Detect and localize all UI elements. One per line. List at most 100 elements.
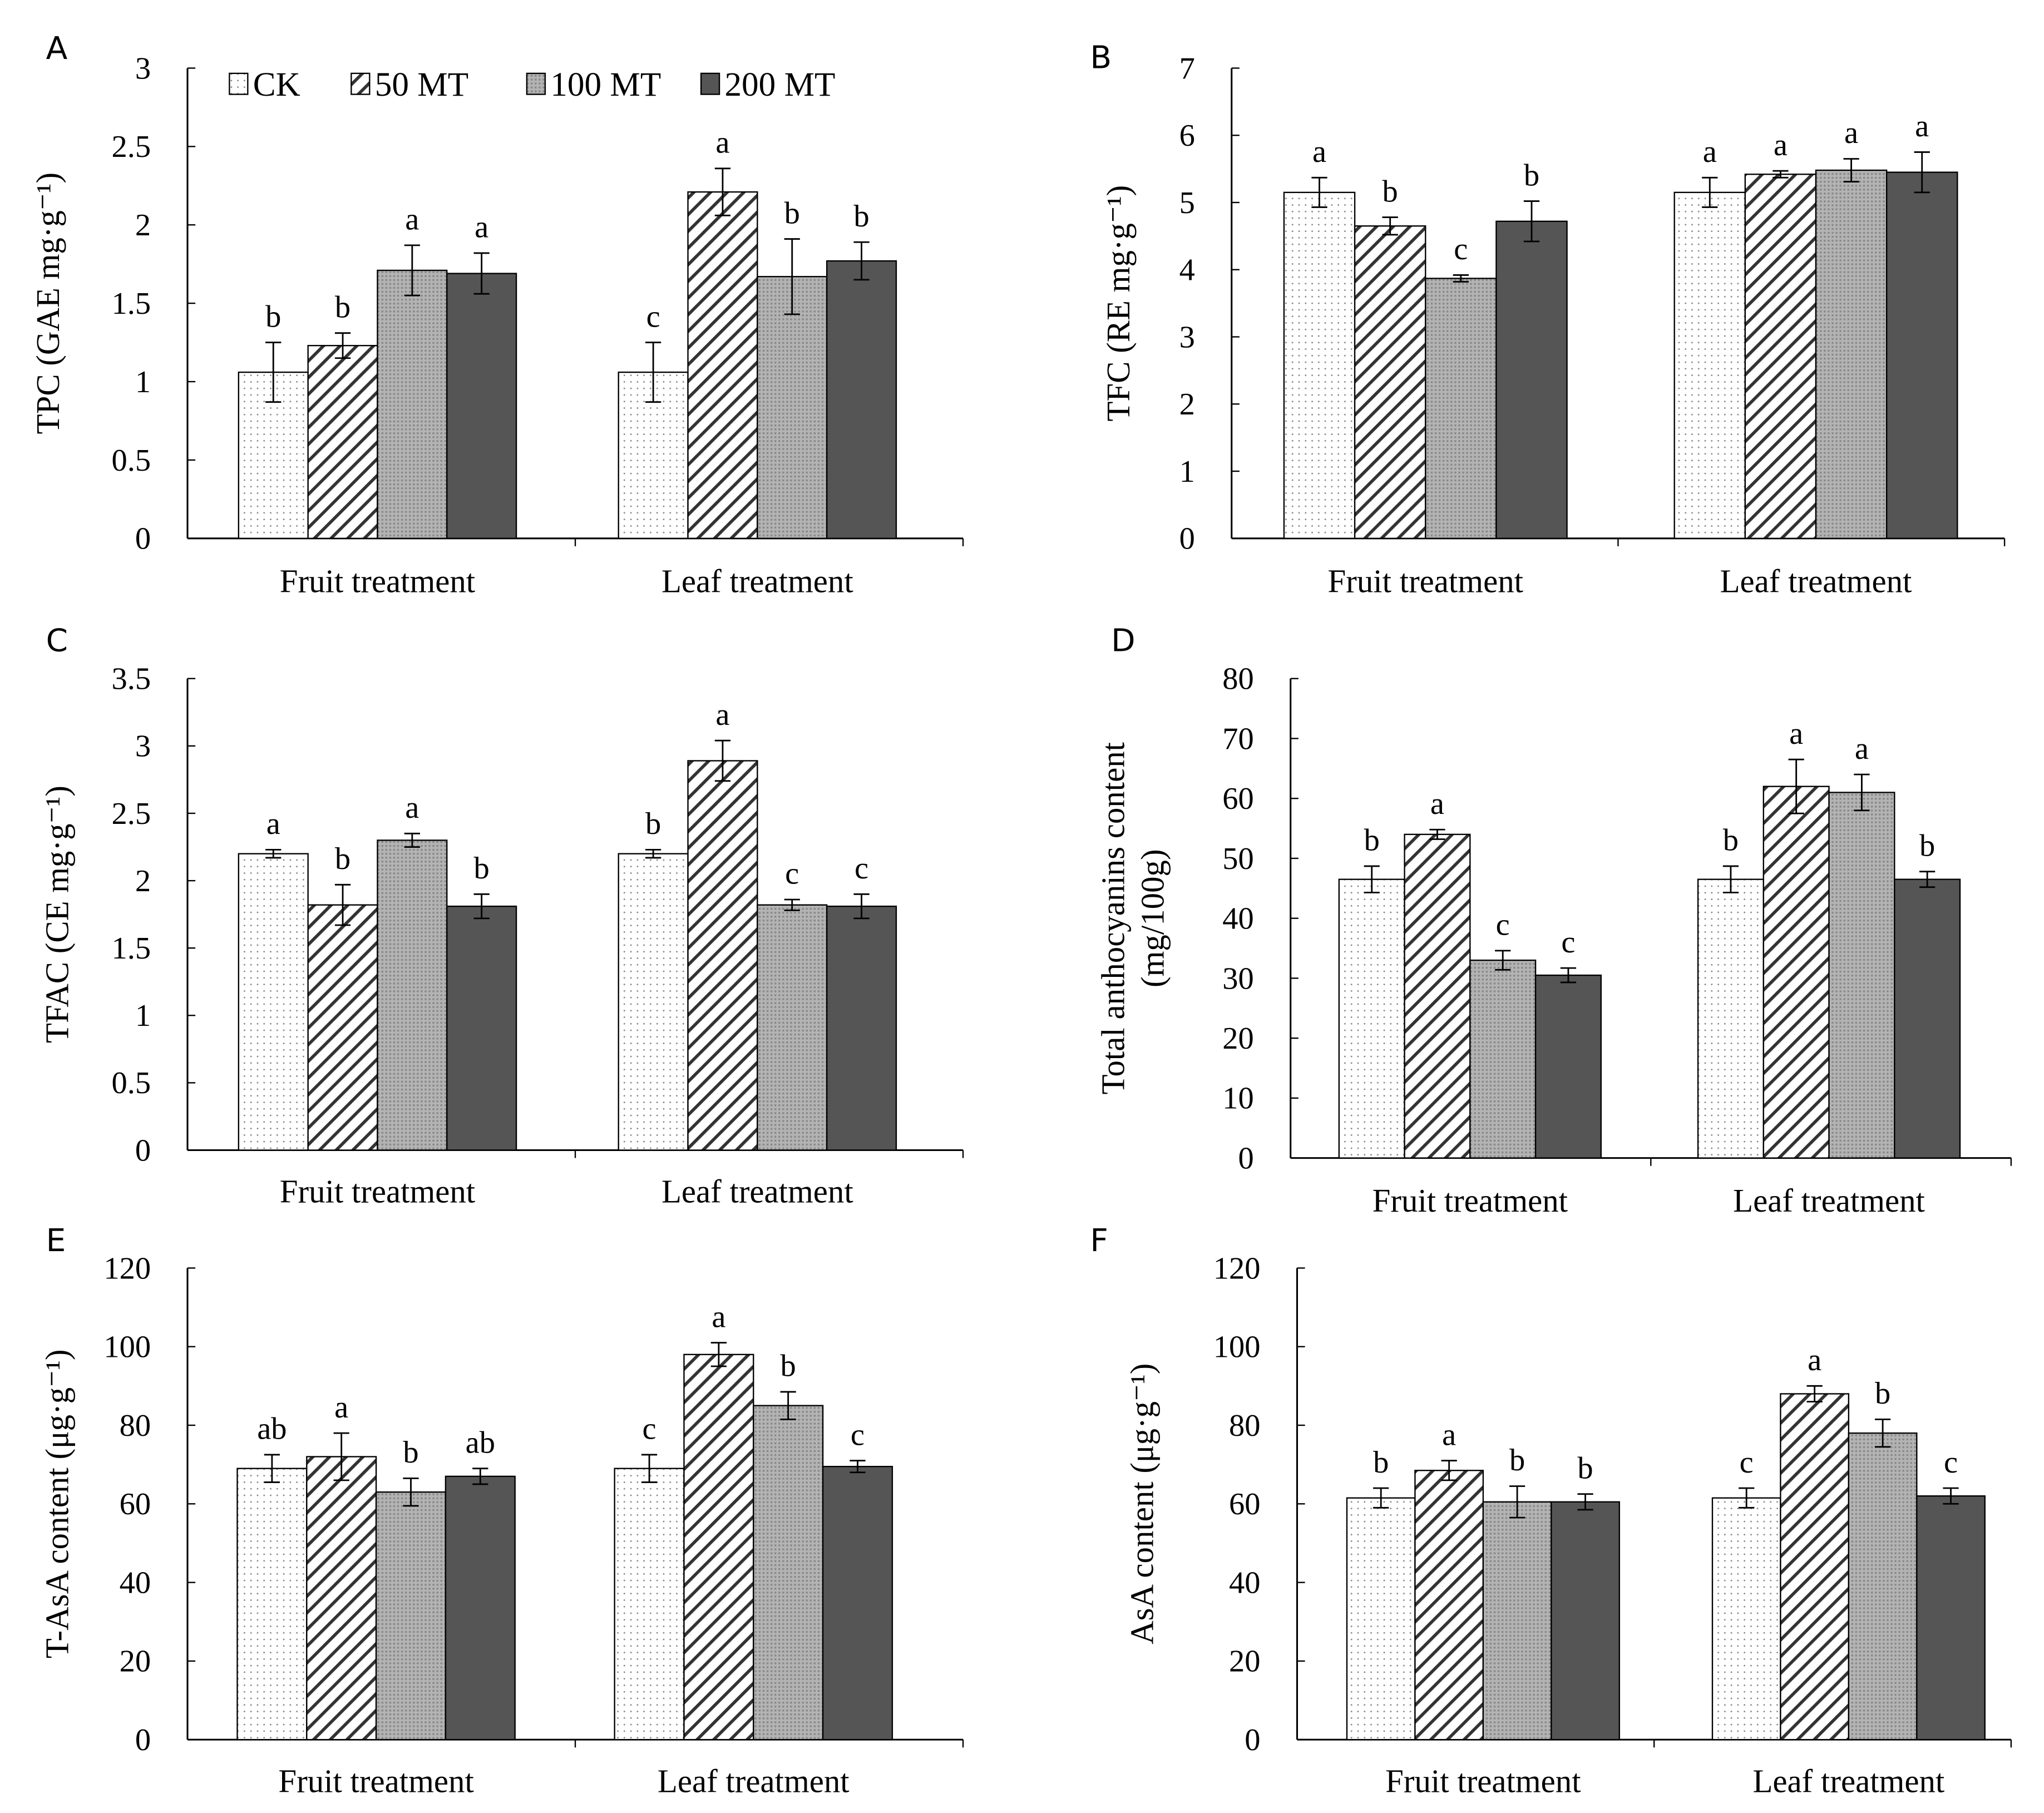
significance-letter: a bbox=[1844, 116, 1858, 150]
significance-letter: a bbox=[1915, 109, 1929, 144]
y-tick-label: 20 bbox=[120, 1644, 151, 1679]
bar-100mt bbox=[1848, 1432, 1918, 1741]
significance-letter: a bbox=[712, 1300, 725, 1334]
bar-100mt bbox=[377, 269, 448, 539]
significance-letter: b bbox=[1509, 1443, 1525, 1478]
y-tick-label: 2 bbox=[135, 864, 151, 898]
bar-200mt bbox=[1885, 171, 1958, 539]
x-category-label: Leaf treatment bbox=[658, 1763, 850, 1799]
panel-B: B 0 1 2 3 4 5 6 7 TFC (RE mg·g⁻¹) Fruit treatment a… bbox=[1090, 39, 2006, 599]
significance-letter: c bbox=[1944, 1445, 1958, 1480]
y-tick-label: 50 bbox=[1222, 842, 1254, 876]
y-axis-label: T-AsA content (μg·g⁻¹) bbox=[40, 1350, 76, 1658]
bar-100mt bbox=[757, 904, 828, 1151]
significance-letter: c bbox=[1740, 1445, 1754, 1480]
y-tick-label: 1 bbox=[135, 365, 151, 399]
legend-label: 50 MT bbox=[375, 66, 468, 103]
significance-letter: b bbox=[1373, 1445, 1389, 1480]
legend-label: CK bbox=[253, 66, 300, 103]
significance-letter: b bbox=[403, 1435, 418, 1470]
significance-letter: ab bbox=[257, 1412, 287, 1446]
bar-ck bbox=[238, 853, 309, 1151]
significance-letter: b bbox=[781, 1349, 796, 1384]
legend-label: 200 MT bbox=[724, 66, 835, 103]
panel-letter: B bbox=[1090, 39, 1112, 76]
y-axis-label: TFAC (CE mg·g⁻¹) bbox=[40, 786, 76, 1043]
bar-200mt bbox=[822, 1465, 893, 1741]
significance-letter: a bbox=[1855, 732, 1869, 766]
significance-letter: b bbox=[1364, 823, 1380, 858]
bar-200mt bbox=[1916, 1495, 1986, 1741]
significance-letter: b bbox=[853, 199, 869, 234]
y-tick-label: 1.5 bbox=[111, 286, 151, 321]
x-category-label: Fruit treatment bbox=[1385, 1763, 1581, 1799]
y-tick-label: 20 bbox=[1222, 1021, 1254, 1056]
significance-letter: b bbox=[335, 842, 350, 876]
significance-letter: c bbox=[785, 857, 799, 891]
bar-100mt bbox=[1425, 278, 1497, 539]
y-tick-label: 80 bbox=[1222, 662, 1254, 696]
bar-ck bbox=[614, 1468, 685, 1741]
y-tick-label: 60 bbox=[1229, 1487, 1261, 1521]
significance-letter: a bbox=[334, 1390, 348, 1425]
bar-200mt bbox=[446, 273, 517, 539]
y-tick-label: 0 bbox=[135, 1133, 151, 1168]
significance-letter: c bbox=[1454, 232, 1468, 266]
significance-letter: a bbox=[1789, 717, 1803, 751]
bar-200mt bbox=[826, 905, 897, 1151]
y-tick-label: 3 bbox=[1179, 320, 1195, 354]
y-tick-label: 4 bbox=[1179, 253, 1195, 288]
y-tick-label: 0.5 bbox=[111, 1066, 151, 1100]
y-tick-label: 40 bbox=[120, 1565, 151, 1600]
bar-ck bbox=[1338, 878, 1405, 1159]
y-tick-label: 60 bbox=[1222, 782, 1254, 816]
legend-swatch bbox=[526, 72, 546, 95]
panel-C: C 0 0.5 1 1.5 2 2.5 3 3.5 TFAC (CE mg·g⁻¹) Fruit t… bbox=[40, 623, 964, 1210]
significance-letter: a bbox=[1442, 1417, 1456, 1452]
y-tick-label: 0 bbox=[1238, 1141, 1254, 1175]
y-tick-label: 100 bbox=[103, 1330, 151, 1365]
bar-100mt bbox=[377, 839, 448, 1151]
significance-letter: a bbox=[475, 210, 488, 245]
legend: CK 50 MT 100 MT 200 MT bbox=[229, 66, 835, 103]
significance-letter: b bbox=[784, 196, 800, 230]
bar-50mt bbox=[306, 1456, 377, 1741]
significance-letter: c bbox=[855, 851, 868, 886]
y-tick-label: 100 bbox=[1213, 1330, 1261, 1365]
bar-ck bbox=[1346, 1497, 1416, 1741]
y-axis-label: TPC (GAE mg·g⁻¹) bbox=[30, 172, 66, 434]
panel-letter: A bbox=[46, 31, 68, 67]
x-category-label: Leaf treatment bbox=[661, 1174, 853, 1210]
significance-letter: a bbox=[405, 202, 419, 237]
y-axis-label: TFC (RE mg·g⁻¹) bbox=[1100, 185, 1137, 422]
bar-50mt bbox=[307, 904, 378, 1151]
y-tick-label: 3 bbox=[135, 51, 151, 86]
bar-100mt bbox=[1815, 169, 1888, 539]
significance-letter: a bbox=[1430, 787, 1444, 821]
y-tick-label: 60 bbox=[120, 1487, 151, 1521]
panel-letter: C bbox=[46, 623, 68, 659]
significance-letter: a bbox=[1703, 135, 1717, 169]
bar-50mt bbox=[307, 345, 378, 539]
x-category-label: Leaf treatment bbox=[661, 563, 853, 599]
y-axis-label: AsA content (μg·g⁻¹) bbox=[1124, 1364, 1160, 1644]
y-axis-label: Total anthocyanins content bbox=[1095, 742, 1132, 1094]
significance-letter: b bbox=[335, 290, 350, 324]
panel-F: F 0 20 40 60 80 100 120 AsA content (μg·g⁻¹) Frui… bbox=[1090, 1223, 2012, 1799]
bar-50mt bbox=[1780, 1393, 1850, 1741]
significance-letter: a bbox=[1808, 1343, 1821, 1377]
panel-letter: D bbox=[1111, 623, 1135, 659]
bar-200mt bbox=[446, 905, 517, 1151]
bar-200mt bbox=[445, 1475, 516, 1741]
panel-D: D 0 10 20 30 40 50 60 70 80 Total anthocyanins con… bbox=[1095, 623, 2012, 1219]
significance-letter: a bbox=[1312, 135, 1326, 169]
y-tick-label: 40 bbox=[1222, 902, 1254, 936]
y-tick-label: 3.5 bbox=[111, 662, 151, 696]
bar-100mt bbox=[1469, 959, 1537, 1159]
panel-E: E 0 20 40 60 80 100 120 T-AsA content (μg·g⁻¹) Fr… bbox=[40, 1223, 964, 1799]
significance-letter: a bbox=[266, 807, 280, 841]
y-tick-label: 0 bbox=[1179, 522, 1195, 556]
x-category-label: Fruit treatment bbox=[280, 563, 476, 599]
y-tick-label: 10 bbox=[1222, 1081, 1254, 1116]
